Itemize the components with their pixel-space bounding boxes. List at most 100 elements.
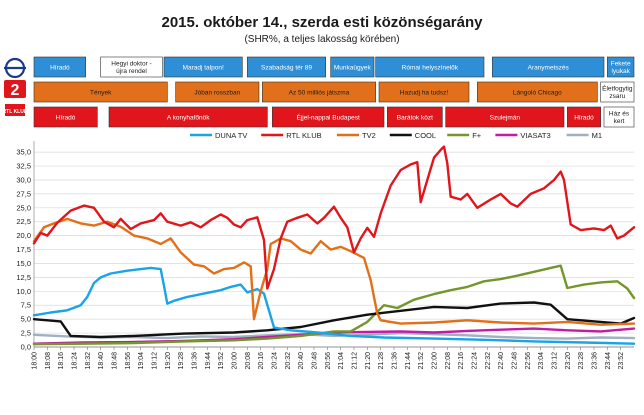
x-tick-label: 18:56 [125,352,132,370]
program-title: Maradj talpon! [183,65,224,72]
legend-label: F+ [472,131,482,140]
x-tick-label: 22:00 [432,352,439,370]
svg-text:RTL KLUB: RTL KLUB [3,109,28,115]
x-tick-label: 21:12 [352,352,359,370]
x-tick-label: 20:08 [245,352,252,370]
program-block [100,56,163,78]
x-tick-label: 22:40 [498,352,505,370]
x-tick-label: 19:04 [138,352,145,370]
x-tick-label: 19:12 [152,352,159,370]
program-title: Híradó [574,115,594,122]
y-axis: 0,0 2,5 5,0 7,5 10,0 12,5 15,0 17,5 20,0 22,5 25,0… [16,148,31,352]
y-tick-label: 27,5 [16,189,31,198]
y-tick-label: 35,0 [16,148,31,157]
x-tick-label: 21:52 [418,352,425,370]
program-title: Szabadság tér 89 [261,65,312,72]
x-tick-label: 19:44 [205,352,212,370]
program-title: Munkaügyek [334,65,372,72]
program-title: Aranymetszés [528,65,570,72]
x-tick-label: 21:28 [378,352,385,370]
y-tick-label: 25,0 [16,203,31,212]
x-tick-label: 18:08 [45,352,52,370]
program-block [445,106,565,128]
program-block [247,56,326,78]
program-block [163,56,243,78]
x-tick-label: 18:16 [58,352,65,370]
legend-label: TV2 [362,131,376,140]
y-tick-label: 20,0 [16,231,31,240]
program-title: Híradó [50,65,70,72]
m1-logo [4,57,26,79]
x-tick-label: 19:20 [165,352,172,370]
legend-label: RTL KLUB [286,131,321,140]
x-tick-label: 18:24 [72,352,79,370]
program-block [262,81,376,103]
x-tick-label: 21:20 [365,352,372,370]
y-tick-label: 30,0 [16,175,31,184]
x-tick-label: 19:52 [218,352,225,370]
x-tick-label: 20:00 [232,352,239,370]
program-block [492,56,605,78]
y-tick-label: 7,5 [21,301,31,310]
tv2-logo: 2 [4,80,26,99]
y-tick-label: 17,5 [16,245,31,254]
x-tick-label: 22:56 [525,352,532,370]
x-tick-label: 20:40 [298,352,305,370]
program-block [607,56,635,78]
x-tick-label: 18:32 [85,352,92,370]
x-tick-label: 19:36 [192,352,199,370]
series-line-f- [32,264,636,346]
program-title: A konyhafőnök [167,115,210,122]
x-tick-label: 20:32 [285,352,292,370]
x-tick-label: 21:44 [405,352,412,370]
program-title: Az 50 milliós játszma [289,90,350,97]
program-title: Lángoló Chicago [513,90,562,97]
program-block [567,106,601,128]
y-tick-label: 12,5 [16,273,31,282]
program-block [603,106,635,128]
x-axis: 18:00 18:08 18:16 18:24 18:32 18:40 18:48 18:56… [32,346,634,370]
legend-label: M1 [592,131,602,140]
y-tick-label: 22,5 [16,217,31,226]
program-title: zsaru [609,93,625,100]
program-title: újra rendel [116,68,147,75]
x-tick-label: 23:04 [538,352,545,370]
program-title: Barátok közt [397,115,433,122]
program-title: Éjjel-nappal Budapest [297,113,360,122]
program-schedule: Híradó Hegyi doktor -újra rendel Maradj ta… [33,56,635,128]
x-tick-label: 18:00 [32,352,39,370]
x-tick-label: 23:12 [552,352,559,370]
x-tick-label: 23:20 [565,352,572,370]
x-tick-label: 22:16 [458,352,465,370]
x-tick-label: 20:24 [272,352,279,370]
x-tick-label: 22:08 [445,352,452,370]
rtl-logo: RTL KLUB [3,104,28,116]
x-tick-label: 22:24 [472,352,479,370]
program-block [378,81,470,103]
y-tick-label: 32,5 [16,162,31,171]
program-title: kert [614,118,625,125]
x-tick-label: 20:56 [325,352,332,370]
chart-title: 2015. október 14., szerda esti közönséga… [161,14,483,31]
program-title: Római helyszínelők [402,65,459,72]
x-tick-label: 23:52 [618,352,625,370]
x-tick-label: 22:32 [485,352,492,370]
program-title: Szulejmán [490,115,521,122]
x-tick-label: 18:40 [98,352,105,370]
program-title: Jóban rosszban [194,90,240,97]
program-block [33,81,168,103]
program-block [387,106,443,128]
svg-text:2: 2 [11,82,20,99]
program-title: lyukak [611,68,630,75]
y-tick-label: 15,0 [16,259,31,268]
x-tick-label: 21:04 [338,352,345,370]
x-tick-label: 19:28 [178,352,185,370]
x-tick-label: 20:48 [312,352,319,370]
program-block [108,106,268,128]
y-tick-label: 10,0 [16,287,31,296]
chart-grid [33,141,634,348]
series-lines [32,145,636,346]
chart-legend: DUNA TV RTL KLUB TV2 COOL F+ VIASAT3 M1 [190,131,602,140]
x-tick-label: 23:36 [592,352,599,370]
program-title: Hazudj ha tudsz! [400,90,449,97]
